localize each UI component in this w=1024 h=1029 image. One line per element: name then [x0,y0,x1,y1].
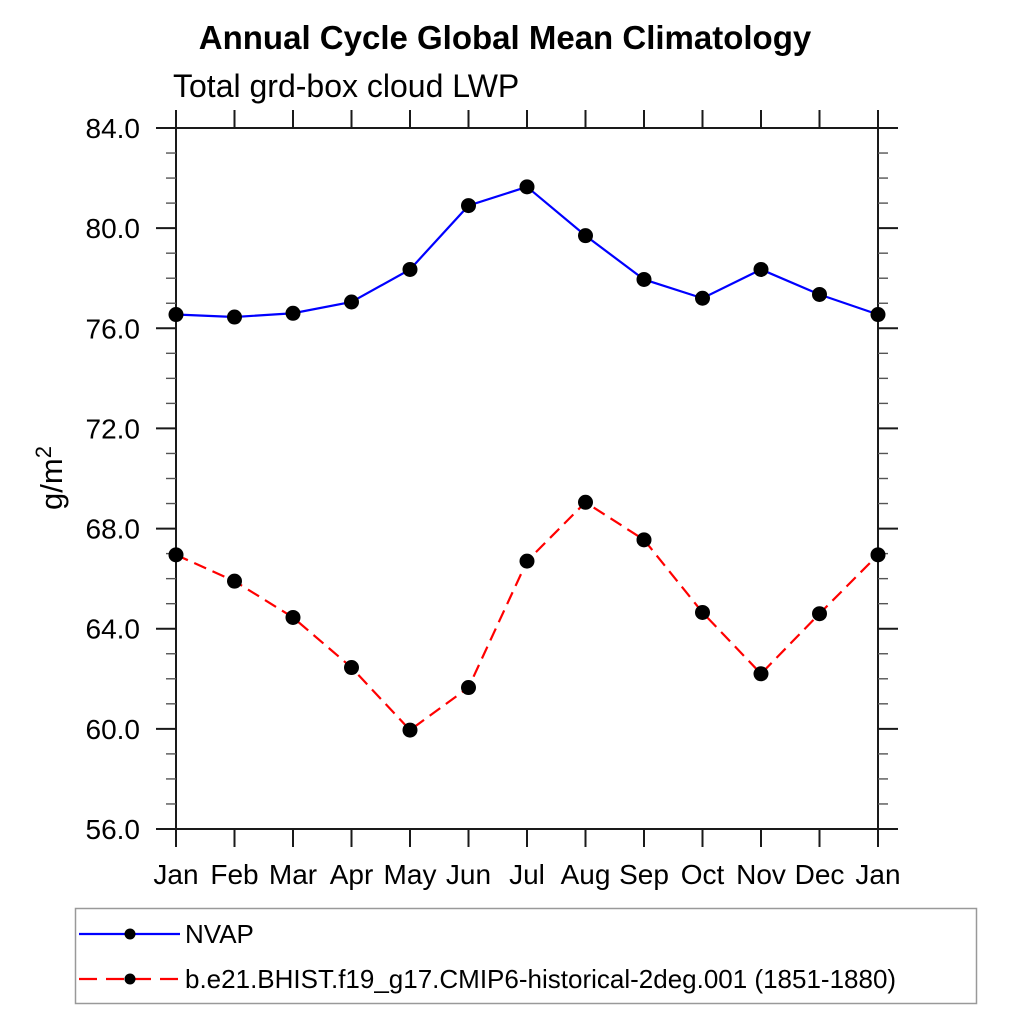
x-axis-tick-label: Jan [153,859,198,890]
x-axis-tick-label: Jul [509,859,545,890]
x-axis-tick-label: Feb [210,859,258,890]
y-axis-tick-label: 72.0 [86,413,141,444]
y-axis-tick-label: 84.0 [86,113,141,144]
data-point-marker [461,680,476,696]
legend-item-nvap: NVAP [79,919,254,949]
y-axis-tick-label: 76.0 [86,313,141,344]
data-point-marker [285,305,301,321]
legend: NVAP b.e21.BHIST.f19_g17.CMIP6-historica… [74,907,978,1005]
data-point-marker [870,307,886,323]
x-axis-tick-label: May [384,859,437,890]
x-axis-tick-label: Oct [681,859,725,890]
data-point-marker [636,271,652,287]
data-point-marker [753,666,769,682]
y-axis-tick-label: 64.0 [86,614,141,645]
legend-item-model: b.e21.BHIST.f19_g17.CMIP6-historical-2de… [79,964,896,994]
data-point-marker [227,573,242,589]
data-point-marker [168,547,184,563]
data-point-marker [695,290,710,306]
data-point-marker [695,604,710,620]
legend-label-nvap: NVAP [185,919,254,949]
data-point-marker [461,198,476,214]
data-point-marker [636,532,652,548]
y-axis-tick-label: 68.0 [86,514,141,545]
data-point-marker [578,228,593,244]
y-axis-tick-label: 56.0 [86,814,141,845]
data-point-marker [578,494,593,510]
chart-subtitle: Total grd-box cloud LWP [173,68,519,104]
data-point-marker [519,179,535,195]
data-series [168,179,886,738]
x-axis-tick-label: Aug [561,859,611,890]
y-axis-tick-label: 80.0 [86,213,141,244]
legend-marker-model [124,973,136,985]
data-point-marker [812,606,827,622]
y-axis-title: g/m2 [31,446,69,510]
data-point-marker [812,286,827,302]
data-point-marker [227,309,242,325]
x-axis-tick-label: Dec [795,859,845,890]
data-point-marker [402,261,418,277]
data-point-marker [870,547,886,563]
data-point-marker [168,307,184,323]
x-axis-tick-label: Nov [736,859,786,890]
legend-marker-nvap [124,928,136,940]
legend-label-model: b.e21.BHIST.f19_g17.CMIP6-historical-2de… [185,964,896,994]
legend-border [74,907,978,1005]
x-axis-tick-label: Jan [855,859,900,890]
x-axis-tick-label: Apr [330,859,374,890]
y-axis-title-superscript: 2 [31,446,56,458]
chart-title: Annual Cycle Global Mean Climatology [199,19,812,56]
plot-frame [175,127,879,830]
series-line-solid [175,185,879,319]
series-line-dashed [175,500,879,732]
data-point-marker [519,553,535,569]
x-axis-tick-label: Sep [619,859,669,890]
data-point-marker [402,722,418,738]
data-point-marker [753,261,769,277]
x-axis-tick-label: Mar [269,859,317,890]
axes: 56.0 60.0 64.0 68.0 72.0 76.0 80.0 84.0 Jan Feb Ma… [86,110,901,890]
y-axis-title-base: g/m [34,458,69,510]
x-axis-tick-label: Jun [446,859,491,890]
data-point-marker [344,294,359,310]
data-point-marker [344,660,359,676]
y-axis-tick-label: 60.0 [86,714,141,745]
data-point-marker [285,609,301,625]
